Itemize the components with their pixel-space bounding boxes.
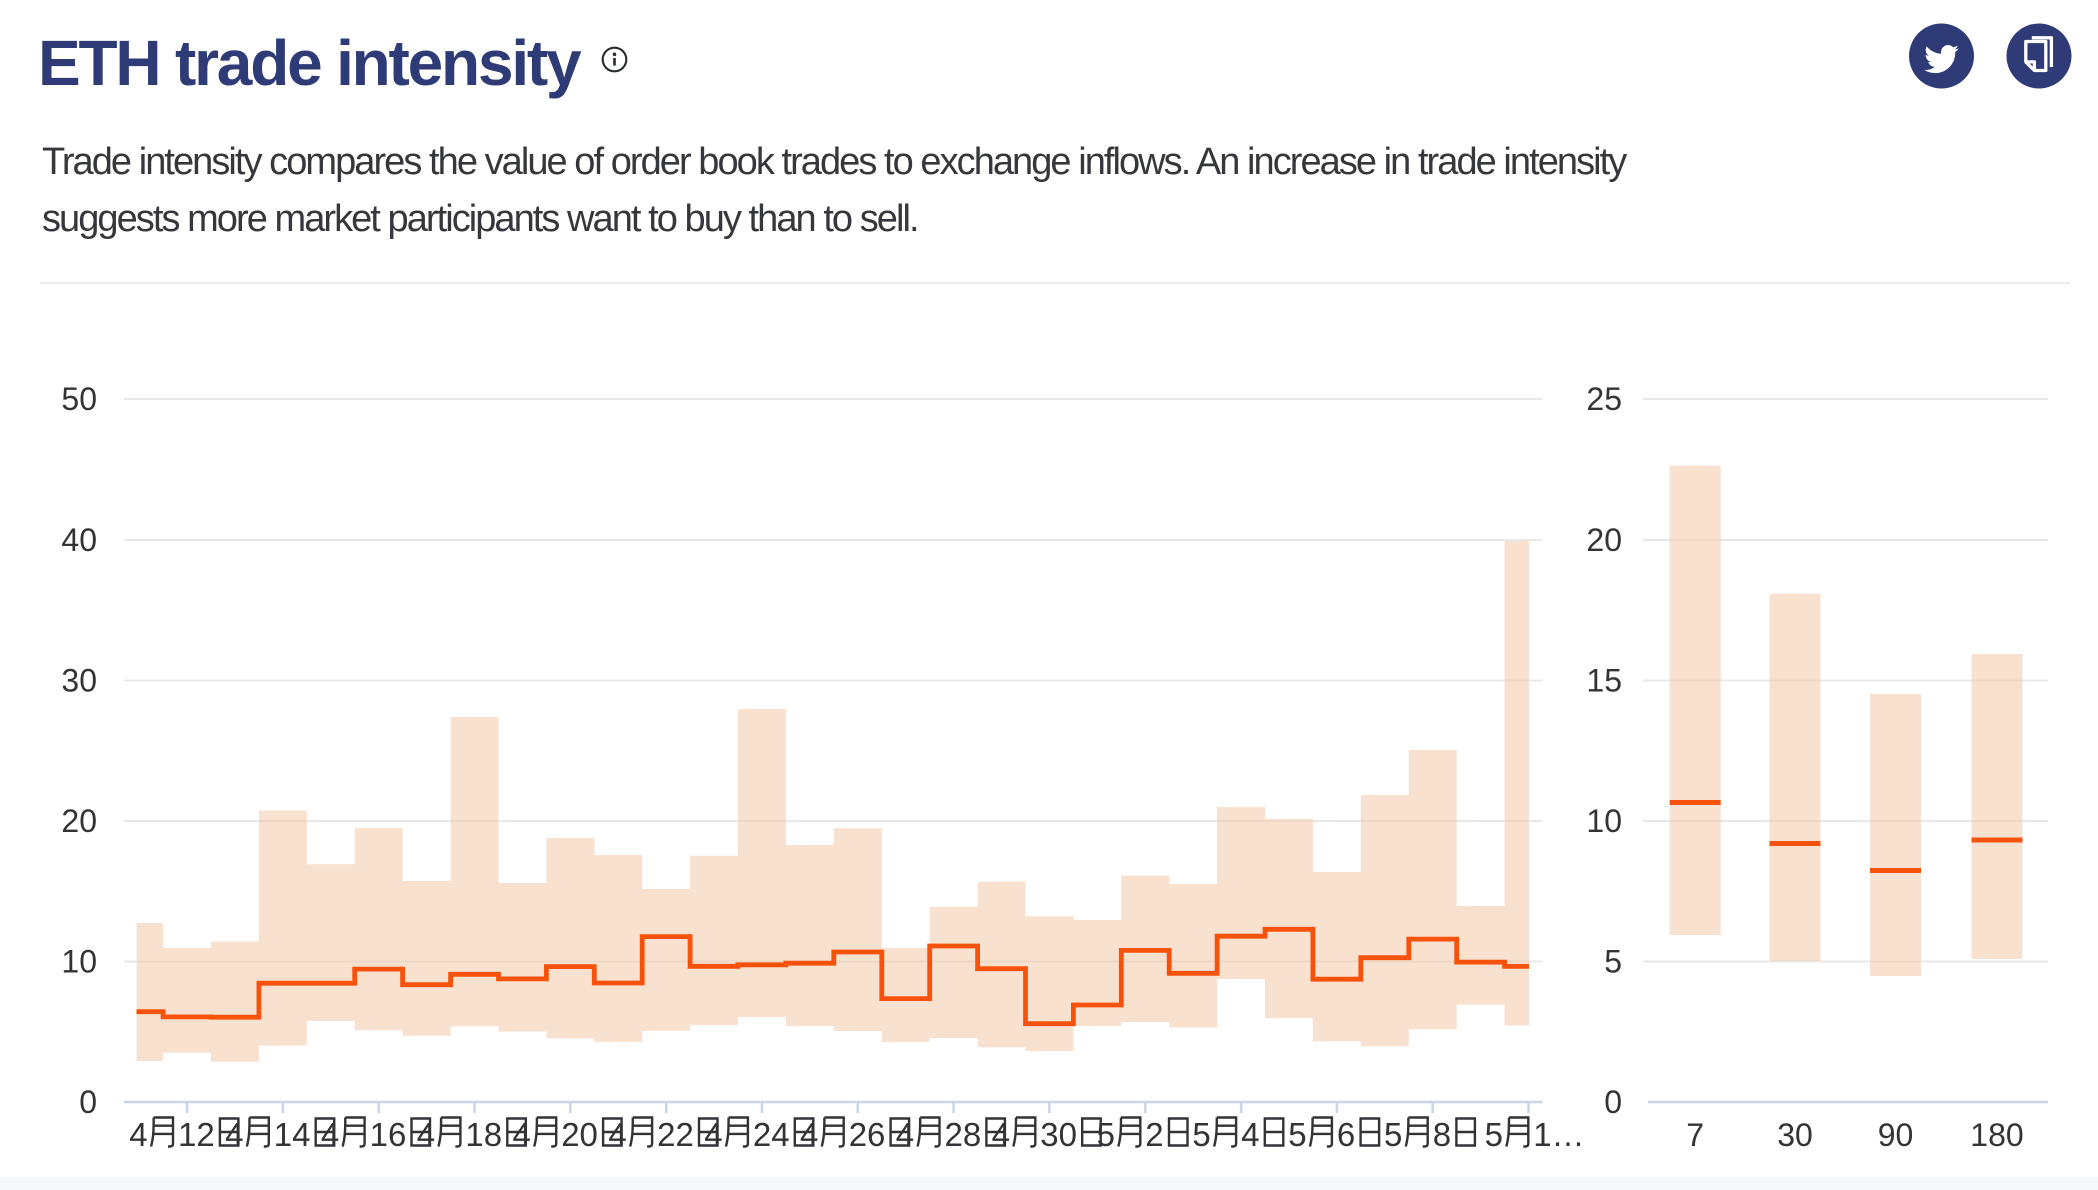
svg-text:4: 4 (992, 1116, 1010, 1153)
svg-text:30: 30 (61, 663, 97, 699)
svg-text:14: 14 (274, 1116, 311, 1153)
svg-text:18: 18 (465, 1116, 502, 1153)
svg-text:180: 180 (1970, 1117, 2023, 1153)
svg-text:40: 40 (61, 522, 97, 558)
svg-text:4: 4 (417, 1116, 435, 1153)
svg-text:4: 4 (608, 1116, 626, 1153)
svg-text:7: 7 (1686, 1117, 1704, 1153)
svg-text:50: 50 (61, 381, 97, 417)
svg-text:90: 90 (1878, 1117, 1914, 1153)
svg-text:4: 4 (800, 1116, 818, 1153)
svg-text:4: 4 (129, 1116, 147, 1153)
svg-text:5: 5 (1192, 1116, 1210, 1153)
svg-text:4: 4 (321, 1116, 339, 1153)
svg-text:…: … (1552, 1116, 1585, 1153)
svg-text:6: 6 (1337, 1116, 1355, 1153)
svg-text:0: 0 (79, 1084, 97, 1120)
svg-text:25: 25 (1586, 381, 1622, 417)
svg-text:0: 0 (1604, 1084, 1622, 1120)
svg-text:26: 26 (849, 1116, 886, 1153)
svg-text:10: 10 (1586, 803, 1622, 839)
svg-text:30: 30 (1777, 1117, 1813, 1153)
svg-text:20: 20 (1586, 522, 1622, 558)
svg-text:28: 28 (945, 1116, 982, 1153)
svg-text:5: 5 (1604, 944, 1622, 980)
svg-text:5: 5 (1097, 1116, 1115, 1153)
svg-text:15: 15 (1586, 663, 1622, 699)
svg-text:20: 20 (561, 1116, 598, 1153)
svg-text:4: 4 (1241, 1116, 1259, 1153)
svg-text:12: 12 (178, 1116, 215, 1153)
svg-text:8: 8 (1433, 1116, 1451, 1153)
svg-text:5: 5 (1288, 1116, 1306, 1153)
svg-text:4: 4 (704, 1116, 722, 1153)
svg-text:4: 4 (513, 1116, 531, 1153)
svg-text:30: 30 (1040, 1116, 1077, 1153)
svg-text:4: 4 (225, 1116, 243, 1153)
svg-text:22: 22 (657, 1116, 694, 1153)
svg-text:4: 4 (896, 1116, 914, 1153)
svg-text:2: 2 (1145, 1116, 1163, 1153)
svg-text:24: 24 (753, 1116, 790, 1153)
svg-text:16: 16 (370, 1116, 407, 1153)
svg-text:5: 5 (1485, 1116, 1503, 1153)
svg-text:20: 20 (61, 803, 97, 839)
svg-text:5: 5 (1384, 1116, 1402, 1153)
svg-text:1: 1 (1533, 1116, 1551, 1153)
svg-text:10: 10 (61, 944, 97, 980)
